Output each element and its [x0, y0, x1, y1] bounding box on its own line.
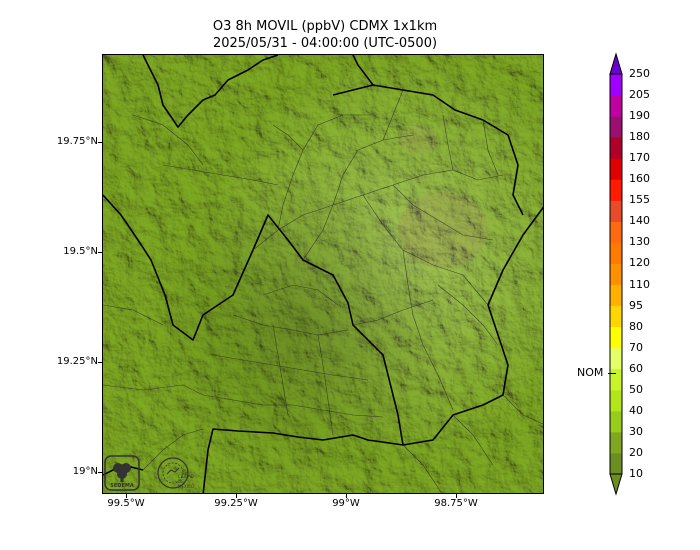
- colorbar-band: [610, 179, 622, 201]
- terrain-map: [103, 55, 543, 493]
- lat-tick-mark: [98, 252, 102, 253]
- colorbar-tick-label: 250: [629, 67, 650, 80]
- nom-tick: [608, 372, 616, 374]
- lat-tick-mark: [98, 362, 102, 363]
- sedema-logo: SEDEMA: [104, 455, 140, 495]
- lon-tick-label: 99°W: [332, 498, 360, 509]
- cdmx-logo: CIUDAD DE MÉXICO: [156, 456, 196, 494]
- colorbar-tick-label: 205: [629, 88, 650, 102]
- colorbar-tick-label: 160: [629, 172, 650, 186]
- colorbar-band: [610, 452, 622, 475]
- colorbar-band: [610, 200, 622, 222]
- lon-tick-mark: [236, 494, 237, 498]
- colorbar-band: [610, 242, 622, 264]
- lat-tick-label: 19.75°N: [56, 136, 98, 147]
- colorbar-band: [610, 431, 622, 454]
- colorbar-band: [610, 305, 622, 328]
- lat-tick-label: 19.25°N: [56, 356, 98, 367]
- map-title: O3 8h MOVIL (ppbV) CDMX 1x1km 2025/05/31…: [0, 18, 650, 52]
- lon-tick-label: 99.5°W: [107, 498, 145, 509]
- colorbar-tick-label: 30: [629, 424, 643, 438]
- colorbar-band: [610, 158, 622, 180]
- colorbar-tick-label: 70: [629, 340, 643, 354]
- sedema-logo-text: SEDEMA: [110, 483, 134, 489]
- colorbar-band: [610, 284, 622, 307]
- colorbar-tick-label: 80: [629, 319, 643, 333]
- colorbar-tick-label: 50: [629, 382, 643, 396]
- nom-label: NOM: [577, 365, 604, 379]
- cdmx-logo-text: CIUDAD DE MÉXICO: [178, 474, 194, 489]
- colorbar: [609, 52, 623, 496]
- colorbar-band: [610, 410, 622, 433]
- colorbar-tick-label: 170: [629, 151, 650, 165]
- colorbar-tick-label: 180: [629, 130, 650, 144]
- colorbar-tick-label: 120: [629, 256, 650, 270]
- colorbar-max-extension: [609, 52, 623, 75]
- colorbar-tick-label: 155: [629, 193, 650, 207]
- colorbar-band: [610, 95, 622, 117]
- colorbar-tick-label: 40: [629, 403, 643, 417]
- colorbar-band: [610, 326, 622, 349]
- lon-tick-mark: [346, 494, 347, 498]
- colorbar-band: [610, 389, 622, 412]
- title-line-2: 2025/05/31 - 04:00:00 (UTC-0500): [212, 36, 438, 51]
- colorbar-band: [610, 347, 622, 370]
- colorbar-band: [610, 263, 622, 286]
- colorbar-tick-label: 95: [629, 298, 643, 312]
- lon-tick-mark: [456, 494, 457, 498]
- title-line-1: O3 8h MOVIL (ppbV) CDMX 1x1km: [212, 19, 438, 34]
- colorbar-tick-label: 140: [629, 214, 650, 228]
- lat-tick-label: 19°N: [72, 466, 98, 477]
- colorbar-min-extension: [609, 473, 623, 496]
- colorbar-tick-label: 130: [629, 235, 650, 249]
- map-panel[interactable]: [102, 54, 544, 494]
- colorbar-tick-label: 20: [629, 445, 643, 459]
- lat-tick-label: 19.5°N: [63, 246, 98, 257]
- lon-tick-mark: [126, 494, 127, 498]
- colorbar-tick-label: 190: [629, 109, 650, 123]
- colorbar-band: [610, 116, 622, 138]
- lat-tick-mark: [98, 142, 102, 143]
- colorbar-band: [610, 221, 622, 243]
- colorbar-tick-label: 10: [629, 467, 643, 480]
- colorbar-band: [610, 74, 622, 96]
- colorbar-band: [610, 137, 622, 159]
- colorbar-outline: [609, 73, 623, 475]
- colorbar-band: [610, 368, 622, 391]
- lon-tick-label: 98.75°W: [434, 498, 478, 509]
- lon-tick-label: 99.25°W: [214, 498, 258, 509]
- colorbar-tick-label: 110: [629, 277, 650, 291]
- lat-tick-mark: [98, 472, 102, 473]
- colorbar-tick-label: 60: [629, 361, 643, 375]
